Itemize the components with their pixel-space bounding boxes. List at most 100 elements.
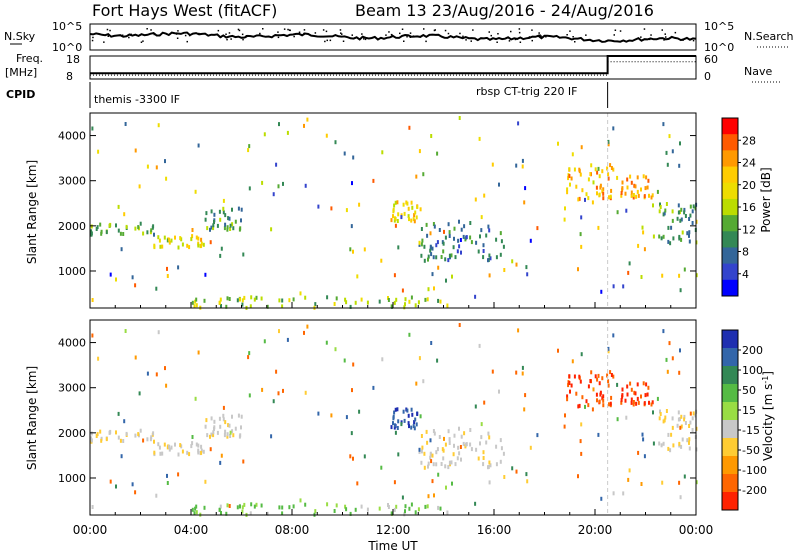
velocity-echo — [165, 383, 168, 388]
velocity-echo — [445, 485, 447, 490]
power-echo — [195, 303, 198, 308]
velocity-echo — [218, 416, 221, 421]
velocity-echo — [453, 433, 456, 438]
velocity-echo — [596, 377, 599, 382]
velocity-echo — [427, 494, 430, 499]
nsearch-point — [403, 40, 405, 42]
nsearch-point — [329, 39, 332, 42]
power-echo — [568, 167, 571, 172]
power-echo — [577, 267, 579, 272]
velocity-echo — [222, 405, 225, 410]
velocity-echo — [438, 435, 441, 439]
velocity-echo — [119, 438, 122, 443]
power-echo — [665, 150, 668, 155]
velocity-echo — [157, 330, 160, 335]
velocity-echo — [90, 431, 93, 436]
y-tick-label: 4000 — [58, 130, 86, 143]
velocity-y-axis: 1000 2000 3000 4000 — [58, 337, 696, 485]
velocity-echo — [415, 381, 418, 386]
nsearch-point — [153, 33, 155, 36]
nsearch-point — [238, 29, 241, 32]
velocity-echo — [628, 468, 631, 473]
nsearch-point — [508, 40, 511, 42]
power-echo — [393, 203, 396, 208]
velocity-echo — [216, 430, 219, 435]
velocity-echo — [462, 441, 465, 446]
power-echo — [109, 272, 112, 277]
power-echo — [304, 183, 307, 188]
colorbar-segment — [722, 182, 738, 200]
velocity-echo — [125, 431, 128, 436]
velocity-echo — [349, 511, 352, 516]
nsearch-point — [277, 31, 279, 33]
velocity-echo — [669, 448, 672, 453]
power-echo — [439, 299, 442, 304]
velocity-echo — [146, 437, 149, 442]
power-echo — [637, 193, 640, 198]
velocity-echo — [499, 459, 502, 464]
power-echo — [191, 300, 194, 305]
power-echo — [608, 195, 610, 200]
velocity-echo — [429, 451, 432, 456]
velocity-echo — [598, 381, 601, 386]
power-echo — [688, 217, 691, 221]
velocity-echo — [248, 393, 251, 398]
power-echo — [226, 227, 229, 232]
power-echo — [325, 133, 328, 138]
power-echo — [423, 258, 426, 263]
velocity-echo — [123, 419, 126, 424]
nsearch-tick-top: 10^5 — [704, 20, 734, 33]
power-echo — [403, 211, 406, 216]
power-echo — [470, 240, 473, 245]
power-echo — [453, 236, 455, 241]
velocity-echo — [247, 355, 250, 360]
velocity-echo — [469, 428, 472, 432]
nsearch-point — [663, 39, 665, 41]
power-echo — [200, 243, 203, 248]
velocity-echo — [595, 392, 598, 397]
power-echo — [442, 241, 445, 246]
y-tick-label: 4000 — [58, 337, 86, 350]
velocity-echo — [515, 370, 518, 375]
velocity-echo — [489, 463, 492, 468]
velocity-echo — [190, 444, 193, 449]
power-echo — [408, 299, 411, 304]
power-echo — [656, 189, 659, 194]
velocity-echo — [642, 381, 645, 386]
velocity-echo — [684, 421, 687, 425]
colorbar-segment — [722, 348, 738, 367]
velocity-echo — [465, 442, 468, 447]
velocity-echo — [632, 400, 635, 404]
velocity-echo — [179, 443, 182, 448]
power-echo — [345, 208, 348, 213]
velocity-echo — [566, 394, 569, 399]
freq-panel-frame — [89, 55, 697, 80]
power-echo — [234, 219, 237, 224]
velocity-echo — [482, 450, 485, 455]
velocity-echo — [157, 442, 160, 447]
power-echo — [626, 177, 629, 182]
x-tick-label: 20:00 — [578, 523, 613, 537]
velocity-echo — [197, 350, 200, 355]
velocity-echo — [395, 504, 398, 509]
colorbar-segment — [722, 384, 738, 403]
velocity-echo — [411, 412, 414, 417]
nsearch-point — [220, 36, 222, 38]
velocity-echo — [253, 504, 256, 509]
power-echo — [396, 219, 399, 223]
power-echo — [458, 219, 460, 224]
power-echo — [222, 206, 225, 211]
nsearch-point — [128, 36, 130, 39]
velocity-echo — [226, 434, 229, 439]
velocity-echo — [420, 460, 423, 465]
colorbar-segment — [722, 198, 738, 216]
velocity-echo — [630, 397, 633, 402]
nsearch-point — [363, 38, 365, 40]
nsearch-point — [649, 38, 651, 41]
x-axis-label: Time UT — [367, 539, 418, 553]
velocity-echo — [431, 453, 434, 458]
velocity-echo — [566, 397, 569, 402]
power-echo — [430, 252, 433, 257]
power-echo — [659, 205, 662, 209]
nsearch-point — [103, 41, 105, 43]
